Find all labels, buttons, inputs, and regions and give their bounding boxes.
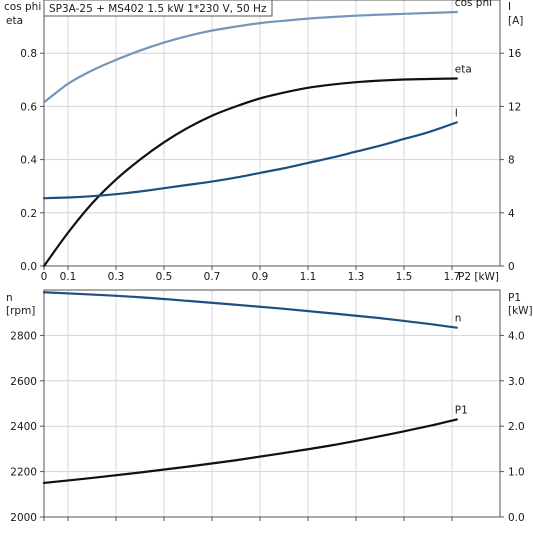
p1-right-axis-label-0: P1 xyxy=(508,292,521,304)
p0-x-tick-label-5: 0.9 xyxy=(252,271,269,283)
p1-left-tick-label-4: 2800 xyxy=(10,330,37,342)
p0-x-tick-label-8: 1.5 xyxy=(396,271,413,283)
p1-left-tick-label-3: 2600 xyxy=(10,376,37,388)
p1-right-tick-label-4: 4.0 xyxy=(508,330,525,342)
p0-x-tick-label-4: 0.7 xyxy=(204,271,221,283)
p0-right-tick-label-3: 12 xyxy=(508,101,521,113)
bottom-panel: 200022002400260028000.01.02.03.04.0n[rpm… xyxy=(6,289,533,524)
p1-left-tick-label-1: 2200 xyxy=(10,467,37,479)
p0-right-axis-label-1: [A] xyxy=(508,15,523,27)
p0-right-axis-label-0: I xyxy=(508,1,511,13)
p0-left-tick-label-4: 0.8 xyxy=(20,48,37,60)
p0-series-i-label: I xyxy=(455,107,458,119)
p0-x-tick-label-0: 0 xyxy=(41,271,48,283)
p1-left-tick-label-0: 2000 xyxy=(10,512,37,524)
p0-series-cos-phi-line xyxy=(42,10,458,104)
p0-right-tick-label-2: 8 xyxy=(508,155,515,167)
p1-right-tick-label-0: 0.0 xyxy=(508,512,525,524)
p0-series-i-line xyxy=(42,121,458,200)
p0-x-tick-label-9: 1.7 xyxy=(444,271,461,283)
p1-right-tick-label-3: 3.0 xyxy=(508,376,525,388)
p0-x-tick-label-1: 0.1 xyxy=(60,271,77,283)
p0-series-cos-phi-label: cos phi xyxy=(455,0,492,9)
p1-left-axis-label-0: n xyxy=(6,292,13,304)
p0-left-tick-label-1: 0.2 xyxy=(20,208,37,220)
p0-x-tick-label-7: 1.3 xyxy=(348,271,365,283)
p1-left-tick-label-2: 2400 xyxy=(10,421,37,433)
p0-right-tick-label-1: 4 xyxy=(508,208,515,220)
p1-right-tick-label-2: 2.0 xyxy=(508,421,525,433)
p0-x-tick-label-2: 0.3 xyxy=(108,271,125,283)
top-panel: 0.0 0.2 0.4 0.6 0.8 0 4 8 12 16 0 0.1 0.3 0.5 0.7 0.9 1.… xyxy=(4,0,523,283)
p0-x-tick-label-3: 0.5 xyxy=(156,271,173,283)
p0-title-box xyxy=(43,0,273,17)
p1-series-p1-line xyxy=(42,418,458,485)
p1-series-p1-label: P1 xyxy=(455,404,468,416)
p0-chart-title: SP3A-25 + MS402 1.5 kW 1*230 V, 50 Hz xyxy=(49,3,267,15)
p1-plot-frame xyxy=(43,289,501,518)
p1-left-axis-label-1: [rpm] xyxy=(6,305,35,317)
p0-left-axis-label-1: eta xyxy=(6,15,23,27)
p0-left-tick-label-3: 0.6 xyxy=(20,101,37,113)
p0-right-tick-label-0: 0 xyxy=(508,261,515,273)
p1-series-n-line xyxy=(42,291,458,329)
p0-x-tick-label-6: 1.1 xyxy=(300,271,317,283)
p0-series-eta-line xyxy=(42,77,458,268)
p0-x-axis-label: P2 [kW] xyxy=(458,271,499,283)
p0-left-axis-label-0: cos phi xyxy=(4,1,41,13)
p1-right-tick-label-1: 1.0 xyxy=(508,467,525,479)
p0-left-tick-label-2: 0.4 xyxy=(20,155,37,167)
p1-right-axis-label-1: [kW] xyxy=(508,305,533,317)
p0-series-eta-label: eta xyxy=(455,63,472,75)
p1-series-n-label: n xyxy=(455,313,462,325)
p0-right-tick-label-4: 16 xyxy=(508,48,522,60)
p0-plot-frame xyxy=(43,0,501,267)
p0-left-tick-label-0: 0.0 xyxy=(20,261,37,273)
